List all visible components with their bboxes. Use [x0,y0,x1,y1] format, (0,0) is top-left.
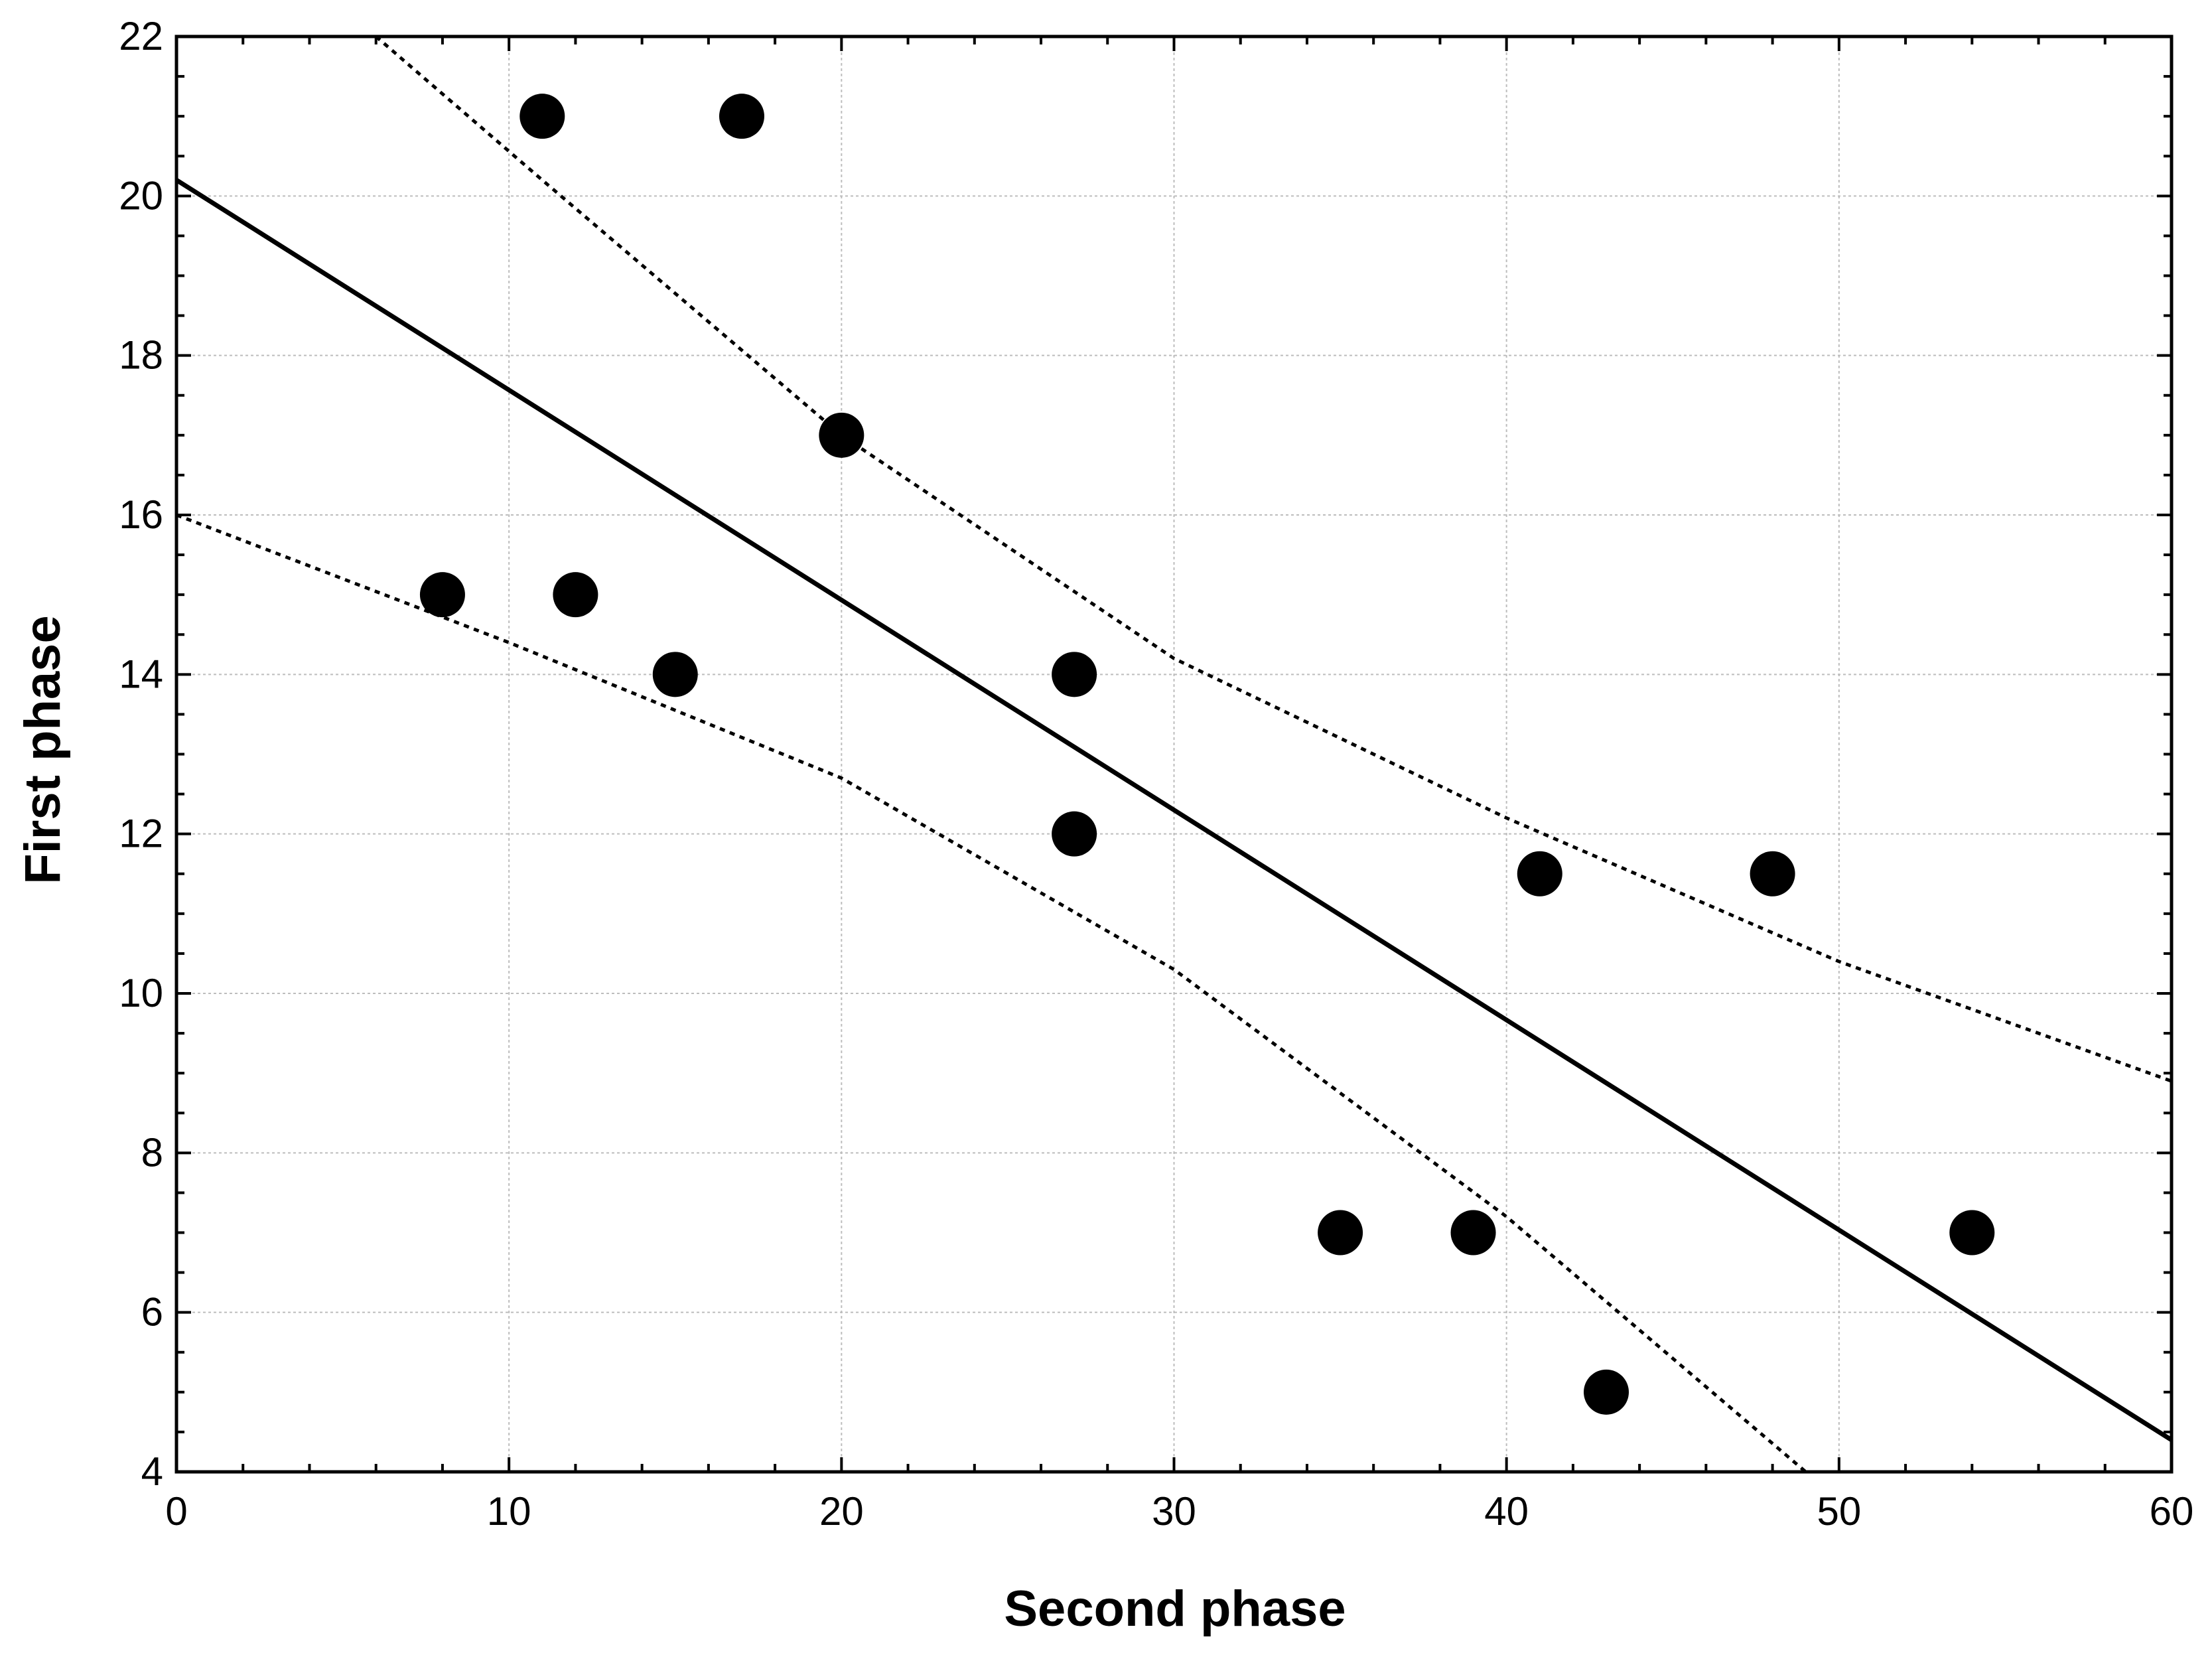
y-tick-label: 22 [119,14,163,58]
y-tick-label: 6 [141,1290,163,1334]
grid [176,36,2172,1472]
y-tick-label: 8 [141,1130,163,1175]
x-tick-label: 30 [1152,1489,1196,1534]
confidence-bands [176,35,2172,1473]
regression-fit [175,178,2173,1442]
data-point [553,572,598,618]
lower-confidence-band [176,513,1807,1473]
regression-line [175,178,2173,1442]
data-point [1450,1210,1496,1256]
data-point [1052,811,1097,857]
x-tick-label: 0 [165,1489,187,1534]
data-point [1318,1210,1363,1256]
x-tick-labels: 0 10 20 30 40 50 60 [165,1489,2193,1534]
y-tick-label: 20 [119,173,163,218]
upper-confidence-band [375,35,2172,1083]
x-axis-title: Second phase [1004,1581,1346,1637]
x-tick-label: 50 [1817,1489,1861,1534]
data-point [819,412,864,458]
x-tick-label: 40 [1484,1489,1529,1534]
y-tick-label: 18 [119,333,163,378]
y-tick-label: 10 [119,971,163,1015]
data-point [1052,652,1097,697]
y-tick-label: 16 [119,492,163,537]
tick-marks [175,35,2173,1473]
x-tick-label: 20 [819,1489,864,1534]
x-tick-label: 10 [487,1489,531,1534]
data-point [519,94,565,139]
data-point [1584,1369,1629,1415]
y-tick-label: 4 [141,1449,163,1494]
y-axis-title: First phase [15,615,71,884]
data-point [719,94,764,139]
x-tick-label: 60 [2150,1489,2194,1534]
data-point [419,572,465,618]
data-points [419,94,1995,1415]
y-tick-label: 12 [119,812,163,856]
data-point [652,652,698,697]
data-point [1949,1210,1995,1256]
data-point [1750,851,1795,897]
y-tick-label: 14 [119,652,163,696]
y-tick-labels: 4 6 8 10 12 14 16 18 20 22 [119,14,163,1494]
data-point [1517,851,1562,897]
